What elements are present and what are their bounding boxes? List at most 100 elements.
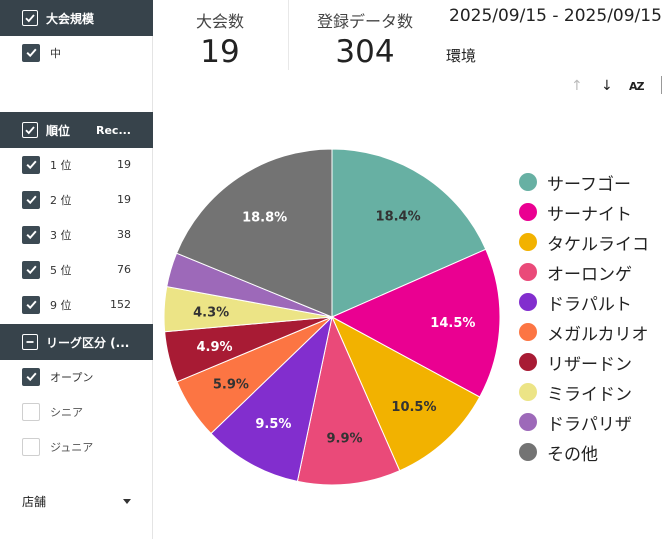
legend-swatch [519, 383, 537, 401]
legend-swatch [519, 323, 537, 341]
legend-item[interactable]: オーロンゲ [519, 257, 649, 287]
checkbox[interactable] [22, 367, 40, 386]
pie-chart: 18.4% 14.5% 10.5% 9.9% 9.5% 5.9% 4.9% 4.3% 18.8% [163, 148, 501, 486]
date-range-control[interactable]: 2025/09/15 - 2025/09/15 [449, 6, 662, 26]
rank-option[interactable]: 3 位 38 [0, 217, 153, 252]
option-count: 152 [110, 298, 131, 311]
checkbox[interactable] [22, 225, 40, 244]
pie-slice[interactable] [175, 148, 333, 318]
checkbox[interactable] [22, 260, 40, 279]
slice-label: 9.9% [326, 431, 362, 446]
league-option[interactable]: シニア [0, 394, 153, 429]
slice-label: 9.5% [255, 417, 291, 432]
checkbox[interactable] [22, 402, 40, 421]
legend-item[interactable]: メガルカリオ [519, 317, 649, 347]
option-label: 中 [50, 46, 61, 60]
legend-swatch [519, 293, 537, 311]
option-count: 76 [117, 263, 131, 276]
legend-label: オーロンゲ [547, 264, 632, 285]
store-dropdown[interactable]: 店舗 [0, 474, 153, 529]
sort-az-icon[interactable]: AZ [629, 80, 644, 93]
legend-swatch [519, 353, 537, 371]
record-count-scorecard: 登録データ数 304 [305, 8, 425, 70]
rank-option[interactable]: 5 位 76 [0, 252, 153, 287]
legend-item[interactable]: リザードン [519, 347, 649, 377]
divider [288, 0, 289, 70]
checkbox[interactable] [22, 190, 40, 209]
option-label: ジュニア [50, 440, 94, 454]
checkbox[interactable] [22, 43, 40, 62]
option-label: 5 位 [50, 263, 72, 277]
checkbox[interactable] [22, 295, 40, 314]
pie-slice[interactable] [296, 315, 401, 486]
rank-filter-title: 順位 [46, 123, 71, 138]
rank-filter-header[interactable]: 順位 Rec... [0, 112, 153, 148]
store-dropdown-label: 店舗 [22, 495, 47, 509]
legend-swatch [519, 413, 537, 431]
slice-label: 4.9% [197, 340, 233, 355]
toolbar-divider [661, 76, 662, 94]
slice-label: 4.3% [193, 305, 229, 320]
select-all-checkbox[interactable] [22, 122, 38, 138]
legend-swatch [519, 443, 537, 461]
kpi-value: 304 [335, 34, 395, 70]
rank-option[interactable]: 9 位 152 [0, 287, 153, 322]
league-filter-title: リーグ区分 (... [46, 335, 130, 350]
rank-option[interactable]: 2 位 19 [0, 182, 153, 217]
option-label: シニア [50, 405, 83, 419]
size-option[interactable]: 中 [0, 35, 153, 70]
kpi-label: 大会数 [195, 12, 244, 31]
league-option[interactable]: ジュニア [0, 429, 153, 464]
select-all-checkbox[interactable] [22, 10, 38, 26]
legend-label: メガルカリオ [547, 324, 649, 345]
pie-slice[interactable] [330, 248, 501, 398]
rank-option[interactable]: 1 位 19 [0, 147, 153, 182]
filter-panel: 大会規模 中 順位 Rec... 1 位 19 2 位 19 3 位 38 5 … [0, 0, 153, 539]
option-count: 38 [117, 228, 131, 241]
option-count: 19 [117, 193, 131, 206]
kpi-label: 登録データ数 [316, 12, 413, 31]
legend-item[interactable]: サーナイト [519, 197, 649, 227]
option-label: 1 位 [50, 158, 72, 172]
legend-item[interactable]: ミライドン [519, 377, 649, 407]
option-label: 2 位 [50, 193, 72, 207]
legend-swatch [519, 263, 537, 281]
legend-swatch [519, 203, 537, 221]
slice-label: 14.5% [430, 316, 475, 331]
legend-label: ドラパルト [547, 294, 632, 315]
legend-label: タケルライコ [547, 234, 649, 255]
pie-slice[interactable] [210, 315, 333, 482]
legend-label: サーナイト [547, 204, 632, 225]
legend-label: その他 [547, 444, 598, 465]
arrow-down-icon[interactable]: ↓ [601, 78, 613, 94]
arrow-up-icon[interactable]: ↑ [571, 78, 583, 94]
pie-slice[interactable] [330, 315, 481, 472]
league-option[interactable]: オープン [0, 359, 153, 394]
pie-slice[interactable] [331, 148, 487, 318]
legend-item[interactable]: サーフゴー [519, 167, 649, 197]
legend-item[interactable]: ドラパリザ [519, 407, 649, 437]
chart-title: 環境 [446, 47, 477, 65]
partial-select-checkbox[interactable] [22, 334, 38, 350]
checkbox[interactable] [22, 155, 40, 174]
legend-label: サーフゴー [547, 174, 631, 195]
legend-label: ドラパリザ [547, 414, 632, 435]
option-label: オープン [50, 370, 94, 384]
slice-label: 10.5% [391, 400, 436, 415]
legend-label: ミライドン [547, 384, 632, 405]
kpi-value: 19 [200, 34, 240, 70]
league-filter-header[interactable]: リーグ区分 (... [0, 324, 153, 360]
legend-item[interactable]: その他 [519, 437, 649, 467]
legend-item[interactable]: ドラパルト [519, 287, 649, 317]
slice-label: 18.8% [242, 211, 287, 226]
rank-count-column-header[interactable]: Rec... [96, 123, 131, 137]
slice-label: 18.4% [376, 210, 421, 225]
size-filter-title: 大会規模 [46, 11, 95, 26]
legend-item[interactable]: タケルライコ [519, 227, 649, 257]
size-filter-header[interactable]: 大会規模 [0, 0, 153, 36]
checkbox[interactable] [22, 437, 40, 456]
slice-label: 5.9% [213, 377, 249, 392]
caret-down-icon [123, 499, 131, 504]
legend-swatch [519, 233, 537, 251]
option-label: 3 位 [50, 228, 72, 242]
